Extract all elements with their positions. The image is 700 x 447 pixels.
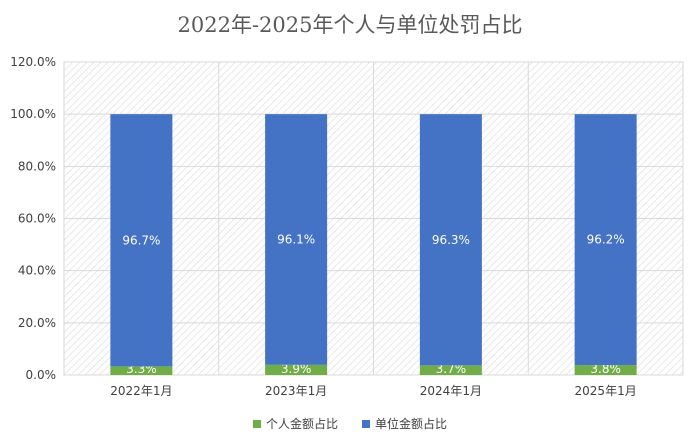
data-label: 96.2% — [587, 233, 625, 247]
plot-area: 0.0%20.0%40.0%60.0%80.0%100.0%120.0%3.3%… — [10, 55, 684, 398]
bar-segment — [419, 114, 482, 366]
y-tick-label: 0.0% — [26, 368, 57, 382]
y-tick-label: 120.0% — [10, 55, 56, 69]
data-label: 96.3% — [432, 233, 470, 247]
legend-swatch — [253, 420, 261, 428]
plot-border — [63, 61, 684, 376]
data-label: 3.9% — [281, 362, 312, 376]
legend-swatch — [362, 420, 370, 428]
bar-segment — [574, 114, 637, 366]
x-category-label: 2025年1月 — [575, 384, 637, 398]
bar-segment — [110, 366, 173, 375]
y-tick-label: 60.0% — [18, 212, 56, 226]
y-tick-label: 40.0% — [18, 264, 56, 278]
bar-segment — [419, 365, 482, 375]
legend-label: 单位金额占比 — [375, 416, 447, 431]
y-tick-label: 100.0% — [10, 107, 56, 121]
data-label: 3.8% — [590, 362, 621, 376]
data-label: 3.7% — [436, 362, 467, 376]
data-label: 96.7% — [122, 233, 160, 247]
data-label: 96.1% — [277, 232, 315, 246]
bar-segment — [574, 365, 637, 375]
legend-label: 个人金额占比 — [266, 416, 338, 431]
bar-segment — [265, 114, 328, 365]
y-tick-label: 20.0% — [18, 316, 56, 330]
bar-segment — [265, 364, 328, 375]
x-category-label: 2023年1月 — [265, 384, 327, 398]
chart-title: 2022年-2025年个人与单位处罚占比 — [178, 13, 523, 37]
y-tick-label: 80.0% — [18, 159, 56, 173]
bar-segment — [110, 114, 173, 367]
x-category-label: 2024年1月 — [420, 384, 482, 398]
legend: 个人金额占比 单位金额占比 — [253, 416, 447, 431]
x-category-label: 2022年1月 — [110, 384, 172, 398]
